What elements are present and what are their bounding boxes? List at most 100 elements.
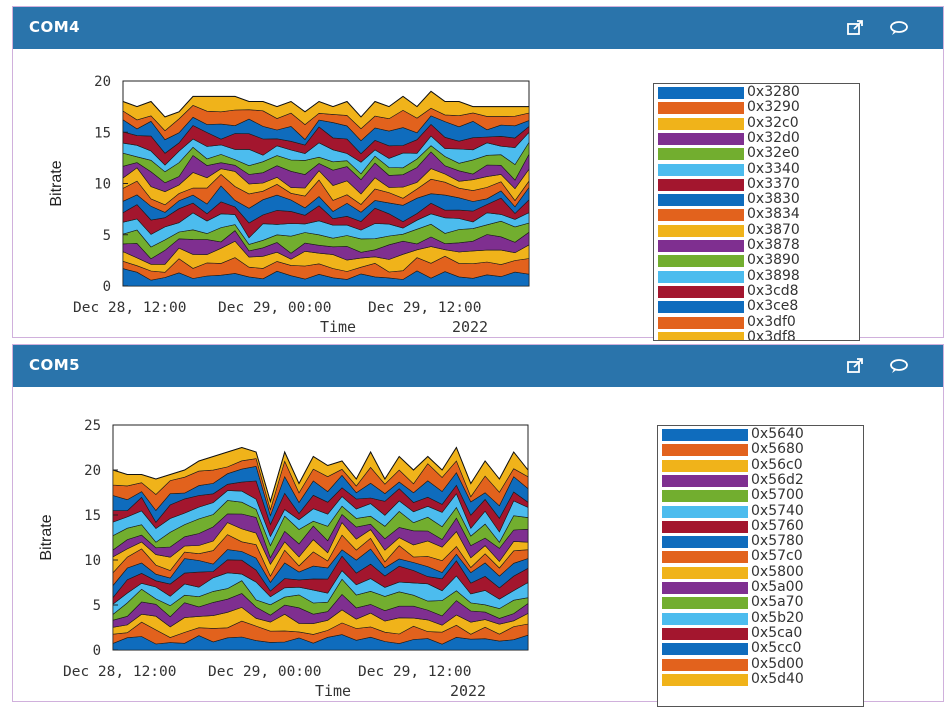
legend-item: 0x5cc0 [658, 641, 863, 657]
legend-label: 0x56c0 [751, 456, 803, 473]
legend-item: 0x5740 [658, 502, 863, 520]
legend-label: 0x5680 [751, 441, 804, 458]
external-link-icon[interactable] [845, 18, 865, 38]
legend-item: 0x3df8 [654, 328, 859, 341]
legend-swatch [658, 209, 744, 222]
legend-item: 0x3370 [654, 175, 859, 193]
legend-label: 0x5ca0 [751, 624, 803, 641]
legend-label: 0x3df0 [747, 313, 796, 330]
legend-swatch [658, 331, 744, 340]
legend-item: 0x3ce8 [654, 298, 859, 315]
legend-label: 0x3ce8 [747, 298, 799, 315]
legend-label: 0x5a70 [751, 594, 804, 611]
total-outline [122, 90, 529, 118]
legend-item: 0x3878 [654, 237, 859, 254]
legend-label: 0x56d2 [751, 471, 804, 488]
legend-label: 0x3cd8 [747, 282, 799, 299]
legend-item: 0x56d2 [658, 471, 863, 489]
legend-swatch [658, 117, 744, 130]
legend-label: 0x3878 [747, 237, 800, 253]
total-outline [112, 446, 529, 504]
legend-item: 0x3df0 [654, 313, 859, 331]
legend-item: 0x5d40 [658, 671, 863, 688]
legend-swatch [658, 178, 744, 191]
legend-item: 0x32d0 [654, 130, 859, 147]
legend-label: 0x3370 [747, 175, 800, 192]
panel-com5: COM5 0 5 10 15 20 25 Bitrate Dec 28, 12:00 Dec 2… [12, 344, 944, 707]
y-tick-label: 20 [94, 74, 111, 90]
y-tick-label: 15 [94, 125, 111, 141]
external-link-icon[interactable] [845, 356, 865, 376]
legend-swatch [662, 643, 748, 656]
legend-item: 0x57c0 [658, 548, 863, 565]
legend-swatch [658, 102, 744, 115]
legend-item: 0x3290 [654, 99, 859, 116]
legend-item: 0x3898 [654, 267, 859, 285]
legend-label: 0x3890 [747, 252, 800, 269]
legend-swatch [662, 612, 748, 625]
x-tick-label: Dec 29, 00:00 [208, 664, 322, 680]
y-tick-label: 10 [84, 553, 101, 569]
x-year-label: 2022 [450, 682, 486, 700]
legend-item: 0x3830 [654, 191, 859, 208]
legend-label: 0x32e0 [747, 145, 800, 162]
legend-label: 0x3870 [747, 221, 800, 238]
x-tick-label: Dec 29, 00:00 [218, 300, 332, 316]
legend-item: 0x5d00 [658, 655, 863, 673]
x-axis-label: Time [320, 318, 356, 336]
legend-item: 0x5800 [658, 564, 863, 581]
panel-com4: COM4 0 5 10 15 20 Bitrate Dec 28, 12:00 Dec 29,… [12, 6, 944, 341]
y-tick-label: 0 [103, 279, 111, 295]
legend-item: 0x32c0 [654, 114, 859, 132]
legend-item: 0x5780 [658, 534, 863, 550]
legend-label: 0x3834 [747, 206, 800, 223]
legend-com4: 0x3280 0x3290 0x32c0 0x32d0 0x32e0 0x3340 0x33… [653, 83, 860, 341]
legend-label: 0x5740 [751, 502, 804, 519]
x-tick-label: Dec 29, 12:00 [358, 664, 472, 680]
legend-swatch [662, 551, 748, 564]
x-axis-label: Time [315, 682, 351, 700]
panel-title: COM5 [29, 356, 81, 374]
legend-label: 0x3df8 [747, 328, 796, 341]
comment-icon[interactable] [889, 18, 909, 38]
legend-swatch [662, 490, 748, 503]
legend-swatch [662, 658, 748, 671]
legend-swatch [662, 520, 748, 533]
panel-header: COM5 [13, 345, 943, 387]
legend-swatch [662, 474, 748, 487]
legend-item: 0x3870 [654, 221, 859, 239]
legend-swatch [658, 240, 744, 252]
legend-item: 0x5680 [658, 441, 863, 458]
y-tick-label: 10 [94, 177, 111, 193]
legend-swatch [662, 673, 748, 686]
legend-swatch [662, 459, 748, 472]
legend-label: 0x5640 [751, 426, 804, 442]
legend-label: 0x3830 [747, 191, 800, 208]
legend-swatch [658, 285, 744, 298]
x-year-label: 2022 [452, 318, 488, 336]
legend-label: 0x32c0 [747, 114, 799, 131]
legend-label: 0x5d00 [751, 655, 804, 672]
legend-item: 0x56c0 [658, 456, 863, 474]
legend-label: 0x57c0 [751, 548, 803, 565]
y-tick-label: 0 [93, 643, 101, 659]
legend-item: 0x5ca0 [658, 624, 863, 642]
legend-item: 0x3cd8 [654, 282, 859, 300]
legend-label: 0x5a00 [751, 579, 804, 595]
legend-swatch [658, 132, 744, 145]
legend-swatch [658, 301, 744, 314]
legend-swatch [662, 444, 748, 457]
legend-swatch [658, 270, 744, 283]
legend-com5: 0x5640 0x5680 0x56c0 0x56d2 0x5700 0x5740 0x57… [657, 425, 864, 707]
y-tick-label: 5 [103, 228, 111, 244]
legend-label: 0x3340 [747, 160, 800, 177]
comment-icon[interactable] [889, 356, 909, 376]
legend-swatch [658, 224, 744, 237]
panel-title: COM4 [29, 18, 81, 36]
legend-swatch [662, 566, 748, 579]
legend-item: 0x5a70 [658, 594, 863, 611]
legend-label: 0x3898 [747, 267, 800, 284]
legend-label: 0x3280 [747, 84, 800, 100]
legend-label: 0x3290 [747, 99, 800, 116]
legend-swatch [658, 148, 744, 161]
